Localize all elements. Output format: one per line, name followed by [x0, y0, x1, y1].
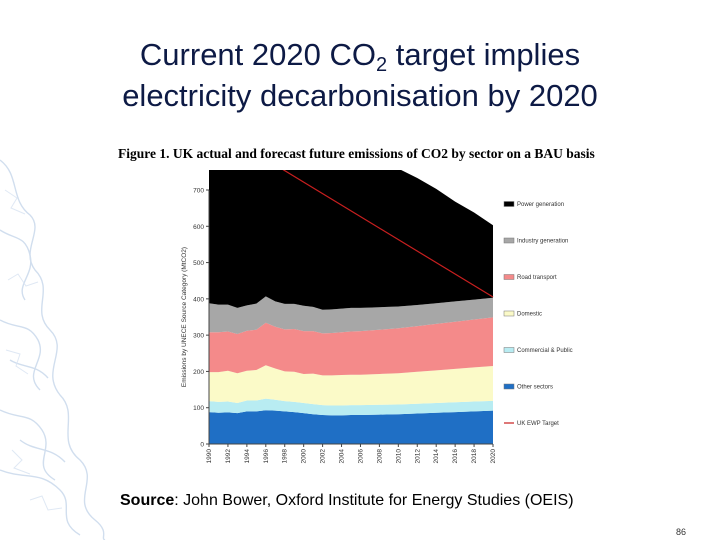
- source-text: : John Bower, Oxford Institute for Energ…: [174, 492, 574, 509]
- slide-title: Current 2020 CO2 target implies electric…: [20, 34, 700, 116]
- x-tick-label: 2014: [433, 449, 440, 464]
- x-tick-label: 1996: [263, 449, 270, 464]
- x-tick-label: 2002: [320, 449, 327, 464]
- legend-label: Commercial & Public: [517, 348, 573, 354]
- x-tick-label: 2016: [452, 449, 459, 464]
- y-tick-label: 200: [193, 369, 204, 376]
- legend-label: Power generation: [517, 202, 564, 208]
- frost-pattern: [0, 229, 56, 481]
- legend-label: Domestic: [517, 312, 542, 318]
- x-tick-label: 2004: [339, 449, 346, 464]
- area-industry-generation: [209, 296, 493, 335]
- legend-swatch: [503, 237, 515, 244]
- area-road-transport: [209, 317, 493, 376]
- source-line: Source: John Bower, Oxford Institute for…: [120, 492, 574, 510]
- area-commercial-public: [209, 398, 493, 416]
- title-subscript: 2: [375, 54, 388, 76]
- legend-label: Road transport: [517, 275, 557, 281]
- chart-container: 0 100 200 300 400 500 600 700 1990 1992 1994 1996 19…: [110, 170, 616, 472]
- legend-swatch: [503, 347, 515, 353]
- area-domestic: [209, 365, 493, 406]
- title-line-1: Current 2020 CO2 target implies: [139, 37, 581, 76]
- figure-caption: Figure 1. UK actual and forecast future …: [118, 146, 595, 161]
- x-tick-label: 2012: [414, 449, 421, 464]
- y-tick-label: 600: [193, 224, 204, 231]
- y-tick-label: 0: [200, 442, 204, 449]
- x-tick-label: 1992: [225, 449, 232, 464]
- x-tick-label: 1994: [244, 449, 251, 464]
- x-tick-label: 2008: [376, 449, 383, 464]
- x-tick-label: 2010: [395, 449, 402, 464]
- y-axis-label: Emissions by UNECE Source Category (MtCO…: [181, 247, 188, 387]
- x-tick-label: 2020: [490, 449, 497, 464]
- y-tick-label: 700: [193, 188, 204, 195]
- y-tick-label: 400: [193, 296, 204, 303]
- frost-pattern: [0, 159, 106, 540]
- legend-swatch: [503, 383, 515, 390]
- y-tick-label: 500: [193, 260, 204, 267]
- legend-swatch: [503, 274, 515, 280]
- x-tick-label: 1998: [282, 449, 289, 464]
- frost-pattern: [4, 189, 63, 511]
- legend-label: Other sectors: [517, 385, 553, 391]
- y-tick-label: 300: [193, 333, 204, 340]
- target-line: [282, 170, 494, 298]
- source-label: Source: [120, 492, 175, 509]
- emissions-area-chart: 0 100 200 300 400 500 600 700 1990 1992 1994 1996 19…: [181, 170, 573, 464]
- legend-swatch: [503, 310, 515, 317]
- x-tick-label: 1990: [206, 449, 213, 464]
- page-number: 86: [675, 527, 686, 537]
- x-tick-label: 2000: [301, 449, 308, 464]
- y-tick-label: 100: [193, 405, 204, 412]
- area-power-generation: [209, 170, 493, 310]
- title-line-2: electricity decarbonisation by 2020: [122, 78, 598, 113]
- frost-pattern: [0, 359, 81, 536]
- area-other-sectors: [209, 410, 493, 444]
- x-tick-label: 2006: [357, 449, 364, 464]
- legend-label: UK EWP Target: [517, 421, 559, 427]
- x-tick-label: 2018: [471, 449, 478, 464]
- legend-swatch: [503, 201, 515, 207]
- legend-label: Industry generation: [517, 239, 568, 245]
